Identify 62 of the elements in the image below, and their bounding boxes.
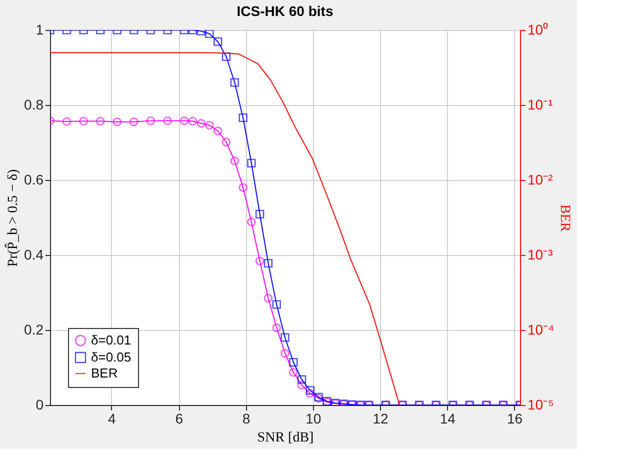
point bbox=[264, 294, 273, 302]
y-tick-label: 0.8 bbox=[24, 96, 44, 112]
point bbox=[238, 113, 248, 122]
point bbox=[247, 158, 256, 168]
point bbox=[256, 256, 264, 266]
point bbox=[280, 333, 290, 342]
point bbox=[247, 218, 256, 226]
point bbox=[272, 323, 281, 332]
point bbox=[272, 300, 281, 309]
point bbox=[205, 30, 214, 38]
point bbox=[180, 116, 189, 126]
y2-tick-label: 10⁰ bbox=[528, 22, 548, 38]
point bbox=[196, 119, 206, 128]
x-axis-title: SNR [dB] bbox=[257, 430, 314, 446]
point bbox=[79, 116, 88, 126]
point bbox=[306, 386, 314, 395]
legend-label: δ=0.05 bbox=[91, 350, 132, 364]
point bbox=[306, 389, 314, 398]
y-tick-label: 0.4 bbox=[24, 246, 44, 262]
point bbox=[62, 117, 72, 126]
point bbox=[289, 368, 298, 377]
point bbox=[230, 78, 239, 87]
x-tick-label: 14 bbox=[440, 410, 456, 426]
point bbox=[205, 120, 214, 130]
x-tick-label: 4 bbox=[108, 410, 116, 426]
y-tick-label: 0 bbox=[36, 396, 44, 412]
point bbox=[112, 118, 122, 126]
x-tick-label: 12 bbox=[372, 410, 389, 426]
y-tick-label: 1 bbox=[36, 22, 44, 38]
legend-label: BER bbox=[91, 366, 118, 380]
point bbox=[222, 52, 231, 61]
point bbox=[214, 37, 222, 46]
legend-label: δ=0.01 bbox=[91, 332, 132, 348]
point bbox=[222, 138, 231, 146]
y2-tick-label: 10⁻⁵ bbox=[528, 396, 554, 412]
x-tick-label: 16 bbox=[507, 410, 523, 426]
point bbox=[238, 183, 248, 192]
point bbox=[264, 258, 273, 268]
y2-tick-label: 10⁻¹ bbox=[528, 96, 554, 112]
y-tick-label: 0.2 bbox=[24, 322, 44, 338]
y2-tick-label: 10⁻³ bbox=[528, 246, 554, 262]
y2-tick-label: 10⁻² bbox=[528, 172, 554, 188]
point bbox=[163, 116, 172, 126]
x-tick-label: 10 bbox=[306, 410, 322, 426]
x-tick-label: 6 bbox=[175, 410, 184, 426]
point bbox=[146, 116, 156, 126]
point bbox=[297, 375, 306, 384]
y-axis-title: Pr(P̂_b > 0.5 − δ) bbox=[4, 168, 22, 267]
y2-tick-label: 10⁻⁴ bbox=[528, 322, 554, 338]
chart-title: ICS-HK 60 bits bbox=[236, 3, 334, 19]
point bbox=[297, 380, 306, 390]
point bbox=[256, 210, 264, 218]
point bbox=[214, 126, 222, 136]
point bbox=[130, 118, 138, 126]
y2-axis-title: BER bbox=[557, 204, 572, 232]
point bbox=[188, 116, 197, 126]
point bbox=[280, 348, 290, 358]
y-tick-label: 0.6 bbox=[24, 172, 44, 188]
point bbox=[230, 156, 239, 166]
x-tick-label: 8 bbox=[242, 410, 250, 426]
point bbox=[96, 116, 105, 126]
point bbox=[289, 358, 298, 367]
